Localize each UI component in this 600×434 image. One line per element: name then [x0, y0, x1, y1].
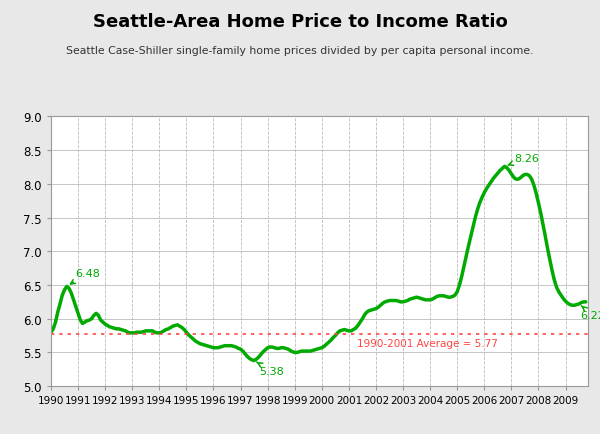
Text: Seattle-Area Home Price to Income Ratio: Seattle-Area Home Price to Income Ratio — [92, 13, 508, 31]
Text: 5.38: 5.38 — [257, 362, 284, 376]
Text: 6.22: 6.22 — [580, 306, 600, 321]
Text: 8.26: 8.26 — [508, 154, 539, 166]
Text: 1990-2001 Average = 5.77: 1990-2001 Average = 5.77 — [357, 338, 498, 348]
Text: Seattle Case-Shiller single-family home prices divided by per capita personal in: Seattle Case-Shiller single-family home … — [66, 46, 534, 56]
Text: 6.48: 6.48 — [71, 268, 100, 284]
